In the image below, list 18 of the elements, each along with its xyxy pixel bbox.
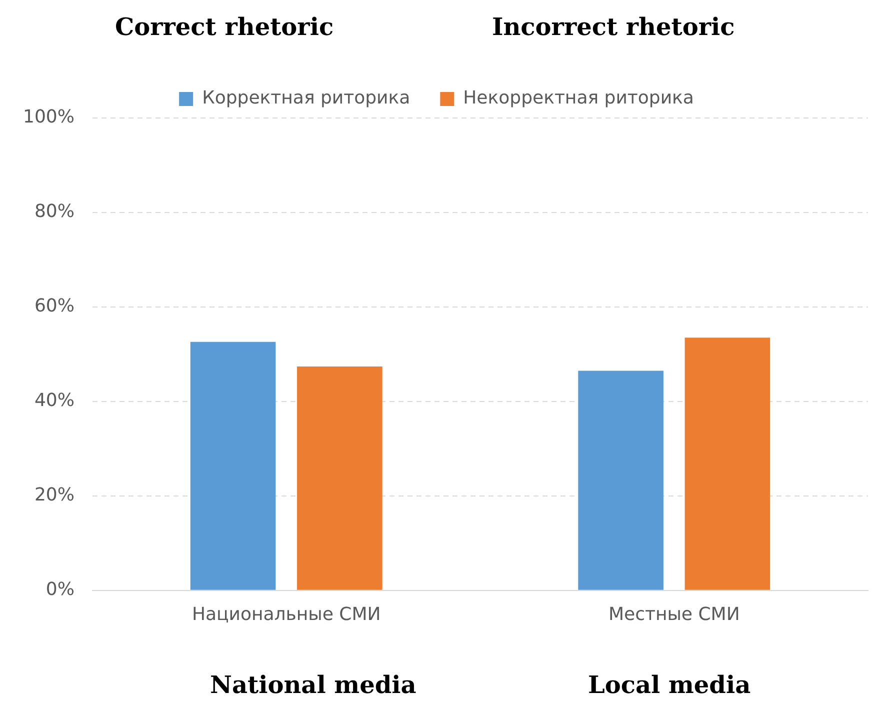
text: Incorrect rhetoric: [492, 12, 735, 41]
legend-label: Корректная риторика: [202, 88, 410, 109]
text: National media: [210, 670, 416, 699]
text: Local media: [588, 670, 751, 699]
y-tick-label: 80%: [34, 201, 74, 222]
bar: [684, 338, 770, 590]
y-tick-label: 60%: [34, 296, 74, 317]
y-tick-label: 100%: [22, 106, 74, 128]
bar: [190, 342, 276, 590]
x-tick-label: Национальные СМИ: [192, 604, 381, 625]
text: Correct rhetoric: [115, 12, 334, 41]
bar: [297, 366, 382, 590]
legend-label: Некорректная риторика: [463, 88, 694, 109]
y-tick-label: 0%: [46, 579, 74, 600]
y-tick-label: 20%: [34, 484, 74, 506]
x-tick-label: Местные СМИ: [608, 604, 740, 625]
y-tick-label: 40%: [34, 390, 74, 412]
bar: [578, 370, 664, 590]
